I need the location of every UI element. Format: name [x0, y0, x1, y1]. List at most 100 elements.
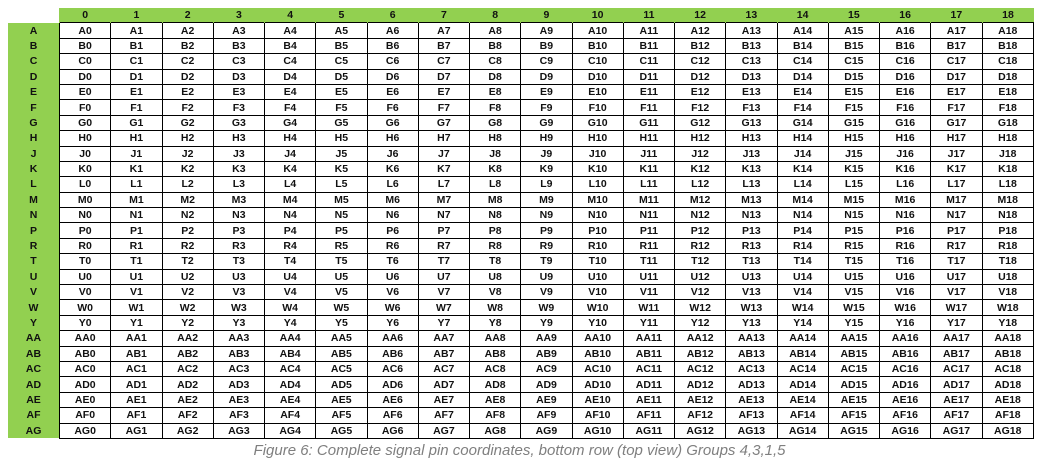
pin-cell: L16 [878, 176, 932, 193]
pin-cell: AA16 [878, 330, 932, 347]
pin-cell: G3 [212, 114, 266, 132]
pin-cell: AD14 [776, 376, 829, 393]
pin-cell: AE0 [58, 391, 112, 409]
pin-cell: AE4 [263, 391, 317, 409]
pin-cell: L0 [58, 176, 112, 193]
pin-cell: W9 [520, 299, 573, 316]
pin-cell: AA11 [622, 330, 676, 347]
pin-cell: E5 [315, 83, 368, 101]
pin-cell: W12 [673, 299, 727, 316]
pin-cell: U2 [161, 268, 214, 286]
table-row: J J0 J1 J2 J3 J4 J5 J6 J7 J8 J9 J10 J11 J12 J13 J14 J15 J… [8, 145, 1034, 162]
pin-cell: AC15 [827, 360, 881, 378]
pin-cell: R14 [776, 237, 829, 255]
pin-cell: T0 [58, 253, 112, 270]
pin-cell: P10 [571, 222, 624, 239]
pin-cell: B6 [366, 37, 419, 55]
pin-cell: B10 [571, 37, 624, 55]
pin-cell: H13 [725, 130, 778, 147]
pin-cell: R4 [263, 237, 317, 255]
pin-cell: AA2 [161, 330, 214, 347]
pin-cell: L10 [571, 176, 624, 193]
pin-cell: N16 [878, 207, 932, 224]
pin-cell: V3 [212, 284, 266, 301]
pin-cell: AB0 [58, 345, 112, 362]
pin-cell: Y11 [622, 314, 676, 332]
pin-cell: K7 [417, 160, 471, 178]
pin-cell: M0 [58, 191, 112, 209]
pin-cell: AF12 [673, 407, 727, 424]
pin-cell: AC4 [263, 360, 317, 378]
pin-cell: A5 [315, 22, 368, 39]
pin-cell: Y17 [930, 314, 983, 332]
pin-cell: A3 [212, 22, 266, 39]
pin-cell: B17 [930, 37, 983, 55]
table-row: L L0 L1 L2 L3 L4 L5 L6 L7 L8 L9 L10 L11 L12 L13 L14 L15 L… [8, 176, 1034, 193]
pin-cell: AB18 [981, 345, 1034, 362]
pin-cell: K0 [58, 160, 112, 178]
pin-cell: C0 [58, 53, 112, 70]
pin-cell: V4 [263, 284, 317, 301]
pin-cell: W7 [417, 299, 471, 316]
pin-cell: P11 [622, 222, 676, 239]
pin-cell: L3 [212, 176, 266, 193]
pin-cell: P5 [315, 222, 368, 239]
pin-cell: AD5 [315, 376, 368, 393]
corner-cell [8, 8, 60, 23]
pin-cell: M9 [520, 191, 573, 209]
pin-cell: U17 [930, 268, 983, 286]
pin-cell: M17 [930, 191, 983, 209]
pin-cell: F14 [776, 99, 829, 116]
pin-cell: N1 [110, 207, 163, 224]
table-row: AG AG0 AG1 AG2 AG3 AG4 AG5 AG6 AG7 AG8 AG9 AG10 AG11… [8, 422, 1034, 439]
pin-cell: AD12 [673, 376, 727, 393]
pin-cell: K10 [571, 160, 624, 178]
pin-cell: V18 [981, 284, 1034, 301]
pin-cell: F12 [673, 99, 727, 116]
pin-cell: P9 [520, 222, 573, 239]
pin-cell: T14 [776, 253, 829, 270]
pin-cell: AB6 [366, 345, 419, 362]
pin-cell: AC0 [58, 360, 112, 378]
row-header: A [8, 22, 60, 39]
pin-cell: F17 [930, 99, 983, 116]
pin-cell: C15 [827, 53, 881, 70]
pin-cell: N6 [366, 207, 419, 224]
pin-cell: G1 [110, 114, 163, 132]
table-row: B B0 B1 B2 B3 B4 B5 B6 B7 B8 B9 B10 B11 B12 B13 B14 B15 B… [8, 37, 1034, 55]
pin-cell: AB12 [673, 345, 727, 362]
pin-cell: W2 [161, 299, 214, 316]
pin-cell: N18 [981, 207, 1034, 224]
pin-cell: K4 [263, 160, 317, 178]
pin-cell: L8 [468, 176, 522, 193]
pin-cell: C16 [878, 53, 932, 70]
pin-cell: AE13 [725, 391, 778, 409]
pin-cell: AD6 [366, 376, 419, 393]
pin-cell: H3 [212, 130, 266, 147]
pin-cell: P13 [725, 222, 778, 239]
pin-cell: G2 [161, 114, 214, 132]
pin-cell: AA15 [827, 330, 881, 347]
pin-cell: AG5 [315, 422, 368, 439]
pin-cell: F6 [366, 99, 419, 116]
pin-cell: J11 [622, 145, 676, 162]
pin-cell: B4 [263, 37, 317, 55]
pin-cell: AA3 [212, 330, 266, 347]
pin-cell: K11 [622, 160, 676, 178]
column-header: 5 [315, 8, 367, 23]
table-row: P P0 P1 P2 P3 P4 P5 P6 P7 P8 P9 P10 P11 P12 P13 P14 P15 P… [8, 222, 1034, 239]
column-header: 9 [520, 8, 572, 23]
pin-cell: B8 [468, 37, 522, 55]
pin-cell: AA13 [725, 330, 778, 347]
pin-cell: E15 [827, 83, 881, 101]
pin-cell: C7 [417, 53, 471, 70]
pin-cell: AB8 [468, 345, 522, 362]
pin-cell: T18 [981, 253, 1034, 270]
pin-cell: H2 [161, 130, 214, 147]
pin-cell: M11 [622, 191, 676, 209]
pin-cell: A2 [161, 22, 214, 39]
pin-cell: AC2 [161, 360, 214, 378]
pin-cell: N3 [212, 207, 266, 224]
pin-cell: K2 [161, 160, 214, 178]
pin-cell: AD3 [212, 376, 266, 393]
